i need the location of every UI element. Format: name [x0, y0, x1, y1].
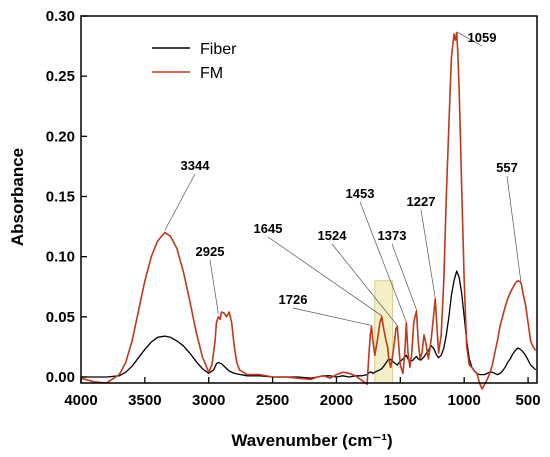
peak-leader-1726 [292, 307, 372, 326]
legend-label-fiber: Fiber [200, 41, 237, 58]
y-tick-label: 0.25 [46, 68, 75, 85]
annotation-layer: 3344 2925 1726 1645 1524 1453 1373 1227 1059 557 [164, 30, 522, 326]
y-tick-label: 0.30 [46, 8, 75, 25]
peak-leader-557 [506, 175, 522, 281]
y-tick-label: 0.15 [46, 188, 75, 205]
legend-label-fm: FM [200, 65, 223, 82]
peak-leader-3344 [164, 173, 196, 231]
x-tick-label: 3500 [128, 392, 161, 409]
peak-leader-1227 [420, 209, 436, 298]
x-tick-label: 500 [516, 392, 541, 409]
peak-leader-1645 [267, 236, 383, 317]
peak-label-1227: 1227 [407, 194, 436, 209]
series-layer [80, 31, 537, 390]
peak-label-1645: 1645 [254, 221, 283, 236]
y-tick-label: 0.20 [46, 128, 75, 145]
peak-label-1524: 1524 [318, 228, 348, 243]
legend: Fiber FM [152, 41, 237, 82]
plot-frame [80, 15, 538, 384]
peak-label-557: 557 [496, 160, 518, 175]
series-line-fm [80, 31, 537, 390]
y-tick-label: 0.05 [46, 309, 75, 326]
x-tick-label: 3000 [192, 392, 225, 409]
x-tick-label: 1000 [448, 392, 481, 409]
tick-layer: 4000 3500 3000 2500 2000 1500 1000 500 0.00 0.05 0… [46, 8, 541, 409]
x-tick-label: 2500 [256, 392, 289, 409]
peak-leader-2925 [209, 259, 219, 314]
series-line-fiber [81, 270, 537, 379]
x-tick-label: 2000 [320, 392, 353, 409]
x-axis-title: Wavenumber (cm⁻¹) [231, 431, 392, 450]
peak-label-1059: 1059 [468, 30, 497, 45]
y-tick-label: 0.00 [46, 369, 75, 386]
x-tick-label: 4000 [64, 392, 97, 409]
peak-label-2925: 2925 [196, 244, 225, 259]
peak-leader-1059 [456, 31, 483, 47]
x-tick-label: 1500 [384, 392, 417, 409]
peak-leader-1373 [391, 243, 417, 310]
y-tick-label: 0.10 [46, 249, 75, 266]
peak-label-1453: 1453 [346, 186, 375, 201]
peak-leader-1453 [359, 201, 407, 322]
peak-leader-1524 [331, 243, 398, 326]
peak-label-1726: 1726 [279, 292, 308, 307]
peak-label-3344: 3344 [181, 158, 211, 173]
peak-label-1373: 1373 [378, 228, 407, 243]
y-axis-title: Absorbance [8, 148, 27, 246]
